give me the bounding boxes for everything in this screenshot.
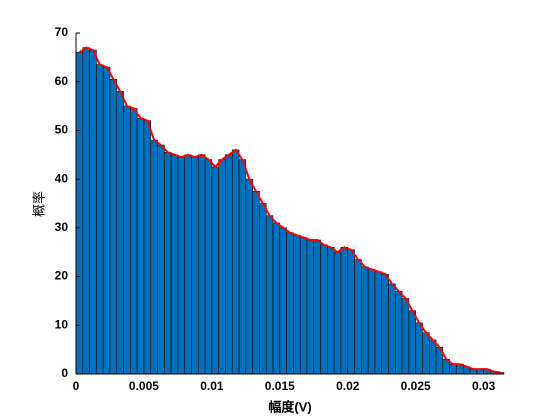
bar (116, 91, 124, 375)
bar (102, 66, 111, 375)
bar (177, 156, 185, 375)
y-axis-label: 概率 (31, 191, 46, 217)
bar (388, 283, 396, 375)
bar (150, 139, 158, 375)
bar (191, 156, 199, 375)
bar (272, 222, 281, 375)
bar (313, 239, 321, 375)
y-tick-label: 60 (55, 74, 69, 88)
bar (259, 203, 267, 375)
bar (422, 332, 430, 375)
bar (231, 149, 240, 375)
bar (354, 259, 362, 375)
x-axis-label: 幅度(V) (268, 399, 311, 414)
bar (449, 363, 457, 375)
x-tick-label: 0.025 (401, 379, 431, 393)
x-tick-label: 0.02 (336, 379, 360, 393)
bar (299, 237, 308, 375)
bar (340, 247, 349, 375)
bar (238, 159, 247, 375)
bar (320, 244, 328, 375)
bar (395, 290, 403, 375)
bar (245, 178, 253, 375)
bar (333, 251, 342, 375)
bar (82, 47, 90, 375)
bar (130, 108, 138, 375)
bar (415, 322, 423, 375)
bar (374, 271, 383, 375)
y-tick-label: 50 (55, 123, 69, 137)
bar (381, 273, 389, 375)
y-tick-label: 70 (55, 25, 69, 39)
bar (252, 191, 260, 375)
y-tick-label: 20 (55, 269, 69, 283)
bar (89, 49, 97, 375)
x-tick-label: 0.01 (200, 379, 224, 393)
bar (265, 215, 274, 375)
x-tick-label: 0.03 (472, 379, 496, 393)
bar (204, 159, 213, 375)
bar (218, 159, 226, 375)
bar (157, 144, 165, 375)
bar (184, 154, 192, 375)
bar (367, 268, 376, 375)
x-tick-label: 0.015 (265, 379, 295, 393)
bar (428, 339, 437, 375)
bar (164, 152, 172, 375)
bar (136, 117, 145, 375)
x-tick-label: 0 (73, 379, 80, 393)
bar (361, 266, 369, 375)
bar (327, 247, 335, 375)
y-tick-label: 10 (55, 317, 69, 331)
bar (293, 234, 301, 375)
bar (408, 310, 416, 375)
bar (211, 166, 219, 375)
bar (225, 154, 233, 375)
bar (96, 64, 104, 375)
outline-line (78, 46, 501, 374)
bar (279, 227, 287, 375)
bar (143, 120, 152, 375)
x-tick-label: 0.005 (129, 379, 159, 393)
bar (123, 105, 131, 375)
bar (197, 154, 206, 375)
bar (286, 232, 294, 375)
y-tick-label: 30 (55, 220, 69, 234)
bar (347, 249, 355, 375)
bar (109, 78, 118, 375)
y-tick-label: 0 (61, 366, 68, 380)
y-tick-label: 40 (55, 171, 69, 185)
bar (170, 154, 179, 375)
bar (306, 239, 315, 375)
bar (401, 298, 410, 375)
